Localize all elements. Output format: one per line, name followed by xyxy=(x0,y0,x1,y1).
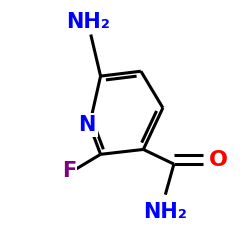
Text: F: F xyxy=(62,162,76,182)
Text: N: N xyxy=(78,115,96,135)
Text: NH₂: NH₂ xyxy=(144,202,187,222)
Text: NH₂: NH₂ xyxy=(66,12,110,32)
Text: O: O xyxy=(209,150,228,170)
